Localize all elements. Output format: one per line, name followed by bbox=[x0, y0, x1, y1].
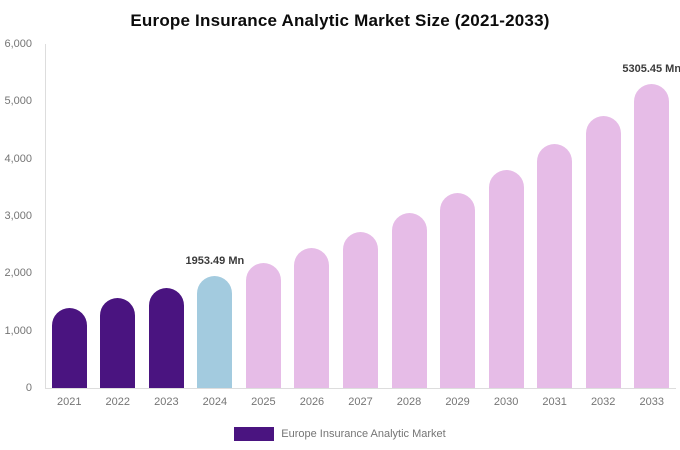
y-axis-line bbox=[45, 44, 46, 389]
x-axis-tick-label: 2029 bbox=[445, 396, 470, 408]
bar-2031 bbox=[537, 144, 573, 388]
bar-2025 bbox=[245, 262, 281, 388]
x-axis-tick-label: 2031 bbox=[542, 396, 567, 408]
x-axis-tick-label: 2030 bbox=[493, 396, 519, 408]
y-axis-tick-label: 6,000 bbox=[4, 38, 32, 50]
x-axis-tick-label: 2028 bbox=[396, 396, 422, 408]
bar-value-label-2033: 5305.45 Mn bbox=[622, 62, 680, 75]
bar-2026 bbox=[294, 248, 330, 388]
chart-title: Europe Insurance Analytic Market Size (2… bbox=[130, 11, 550, 30]
bar-2022 bbox=[100, 298, 136, 388]
x-axis-tick-label: 2024 bbox=[202, 396, 228, 408]
legend-label: Europe Insurance Analytic Market bbox=[281, 428, 446, 440]
x-axis-tick-label: 2025 bbox=[251, 396, 276, 408]
bar-2023 bbox=[148, 287, 184, 388]
x-axis-tick-label: 2026 bbox=[299, 396, 325, 408]
y-axis-tick-label: 1,000 bbox=[4, 324, 32, 337]
x-axis-tick-label: 2027 bbox=[348, 396, 373, 408]
y-axis-tick-label: 5,000 bbox=[4, 95, 32, 108]
bar-2029 bbox=[440, 192, 476, 388]
bar-2032 bbox=[585, 115, 621, 388]
y-axis-tick-label: 3,000 bbox=[4, 210, 32, 222]
y-axis-tick-label: 0 bbox=[25, 382, 32, 394]
legend: Europe Insurance Analytic Market bbox=[0, 426, 680, 442]
x-axis-line bbox=[45, 388, 676, 389]
x-axis-tick-label: 2033 bbox=[639, 396, 664, 408]
x-axis-tick-label: 2032 bbox=[590, 396, 616, 408]
bar-2024 bbox=[197, 275, 233, 388]
bar-2028 bbox=[391, 213, 427, 388]
bar-2021 bbox=[51, 307, 87, 388]
legend-swatch-icon bbox=[234, 427, 275, 441]
bar-2033 bbox=[634, 83, 670, 388]
x-axis-tick-label: 2022 bbox=[105, 396, 131, 408]
x-axis-tick-label: 2023 bbox=[154, 396, 179, 408]
bar-2030 bbox=[488, 169, 524, 388]
y-axis-tick-label: 4,000 bbox=[4, 152, 32, 165]
bar-value-label-2024: 1953.49 Mn bbox=[185, 254, 245, 267]
bar-2027 bbox=[343, 231, 378, 388]
x-axis-tick-label: 2021 bbox=[57, 396, 82, 408]
y-axis-tick-label: 2,000 bbox=[4, 267, 32, 280]
